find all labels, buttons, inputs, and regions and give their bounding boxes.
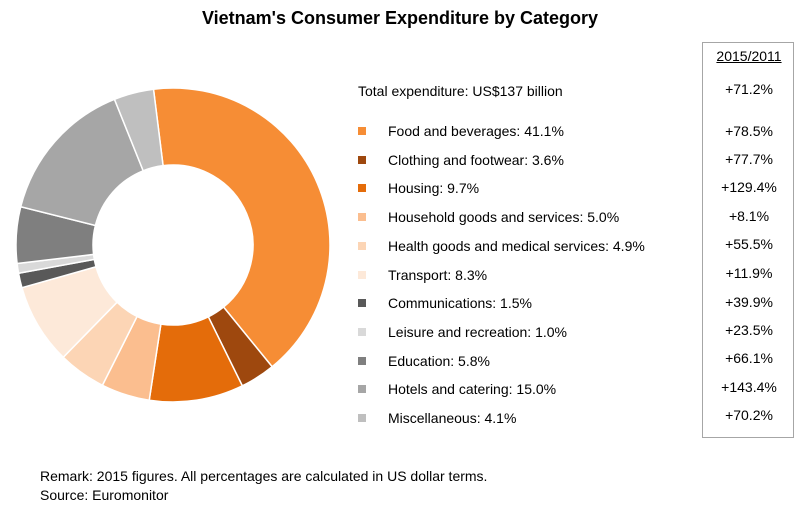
legend-label: Clothing and footwear: 3.6% [388,151,564,168]
source-note: Source: Euromonitor [40,487,169,503]
legend-item: Clothing and footwear: 3.6% [358,151,564,169]
legend-label: Health goods and medical services: 4.9% [388,237,645,254]
donut-slice-food-and-beverages [152,87,331,368]
legend-swatch [358,414,366,422]
legend-item: Transport: 8.3% [358,266,487,284]
growth-value: +23.5% [725,322,773,338]
legend-label: Housing: 9.7% [388,180,480,197]
legend-item: Health goods and medical services: 4.9% [358,237,645,255]
legend-swatch [358,299,366,308]
legend-label: Leisure and recreation: 1.0% [388,323,567,340]
growth-value: +55.5% [725,236,773,252]
donut-slice-miscellaneous [113,88,164,172]
legend-item: Communications: 1.5% [358,294,532,312]
growth-value: +66.1% [725,350,773,366]
legend-swatch [358,184,366,193]
growth-column: 2015/2011 +71.2% +78.5% +77.7% +129.4% +8.1%… [702,42,794,438]
growth-value: +78.5% [725,123,773,139]
legend-label: Household goods and services: 5.0% [388,209,620,226]
legend-label: Transport: 8.3% [388,266,488,283]
donut-chart [15,87,331,403]
growth-value: +143.4% [721,379,777,395]
legend-swatch [358,155,366,164]
growth-value: +39.9% [725,294,773,310]
legend-swatch [358,213,366,222]
growth-value: +70.2% [725,407,773,423]
legend-item: Miscellaneous: 4.1% [358,409,516,427]
growth-value: +129.4% [721,179,777,195]
legend-item: Food and beverages: 41.1% [358,122,564,140]
chart-title: Vietnam's Consumer Expenditure by Catego… [201,8,599,28]
legend-label: Miscellaneous: 4.1% [388,410,517,426]
legend-item: Household goods and services: 5.0% [358,208,619,226]
growth-value: +71.2% [725,81,773,97]
growth-header: 2015/2011 [716,48,782,64]
remark-note: Remark: 2015 figures. All percentages ar… [40,468,488,484]
legend-item: Education: 5.8% [358,352,490,370]
legend-swatch [358,241,366,250]
legend-label: Education: 5.8% [388,352,490,369]
legend-swatch [358,270,366,279]
legend-label: Food and beverages: 41.1% [388,123,564,139]
legend-label: Hotels and catering: 15.0% [388,381,557,398]
legend-swatch [358,327,366,336]
legend-swatch [358,356,366,365]
legend-swatch [358,127,366,135]
total-expenditure-label: Total expenditure: US$137 billion [358,83,563,99]
growth-value: +77.7% [725,151,773,167]
legend-item: Hotels and catering: 15.0% [358,380,556,398]
legend-item: Housing: 9.7% [358,179,479,197]
growth-value: +8.1% [728,208,770,224]
growth-value: +11.9% [725,265,773,281]
legend-swatch [358,385,366,394]
legend-label: Communications: 1.5% [388,295,532,312]
legend-item: Leisure and recreation: 1.0% [358,323,567,341]
